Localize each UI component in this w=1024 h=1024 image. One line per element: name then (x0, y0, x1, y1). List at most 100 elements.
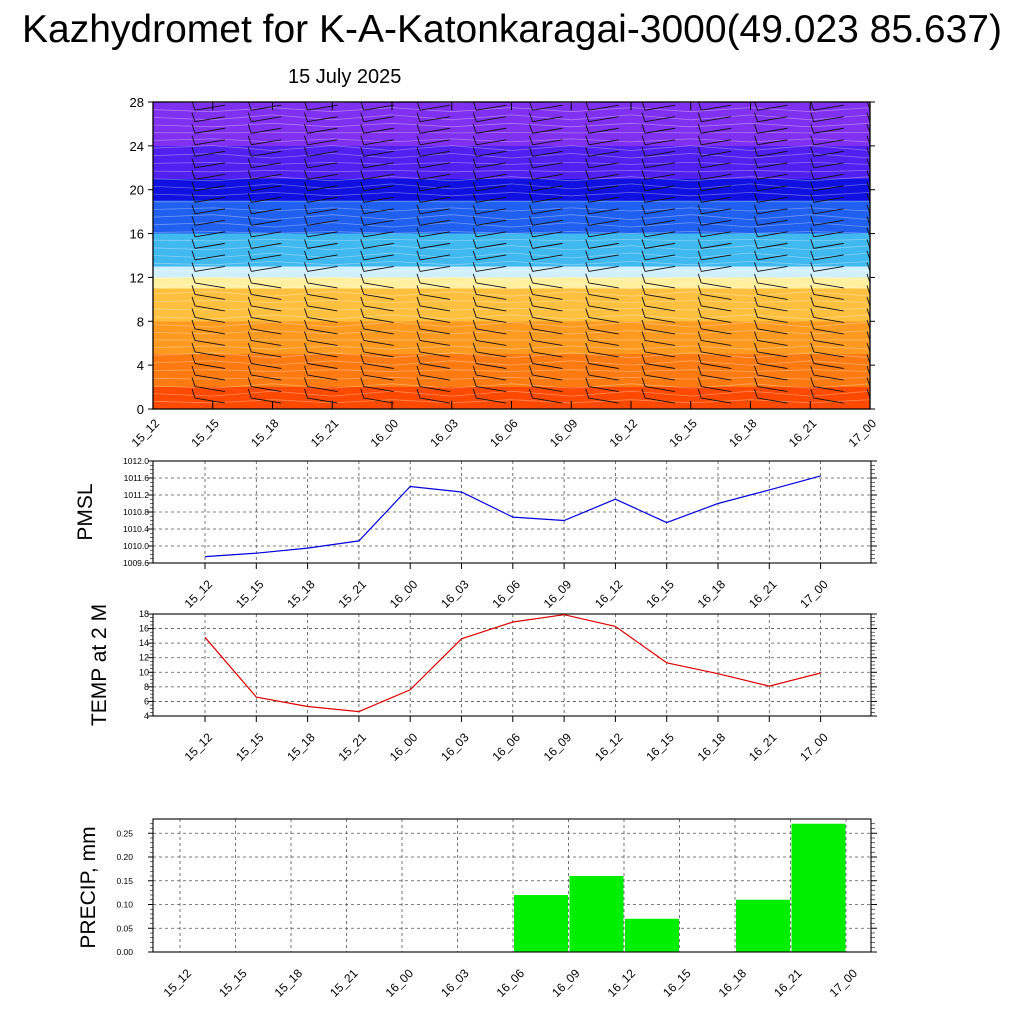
wind-barb (701, 328, 732, 335)
wind-barb (307, 173, 338, 180)
wind-barb (701, 139, 732, 146)
wind-barb-flag (304, 239, 308, 249)
wind-barb (588, 162, 619, 169)
wind-barb (532, 254, 563, 261)
wind-barb-flag (247, 285, 252, 295)
wind-barb (869, 213, 870, 214)
wind-barb (701, 173, 732, 180)
wind-barb-flag (585, 227, 590, 238)
wind-barb-flag (304, 193, 308, 203)
wind-barb (813, 150, 844, 157)
y-tick-label: 12 (130, 270, 144, 285)
wind-barb-flag (641, 193, 646, 203)
wind-barb (813, 293, 844, 300)
isoline (153, 238, 870, 242)
wind-barb-flag (360, 102, 365, 111)
wind-barb (701, 208, 732, 215)
wind-barb-flag (529, 296, 533, 307)
x-tick-label: 16_12 (605, 966, 639, 1000)
wind-barb (813, 363, 844, 369)
wind-barb (644, 173, 676, 180)
wind-barb (588, 328, 619, 335)
wind-barb (813, 219, 844, 226)
wind-barb (363, 173, 394, 180)
wind-barb (419, 282, 451, 289)
wind-barb (532, 317, 563, 323)
wind-barb (532, 351, 563, 358)
wind-barb-flag (472, 354, 477, 364)
pmsl-panel: 1009.6 1010.0 1010.4 1010.8 1011.2 1011.6 1012… (74, 456, 877, 611)
x-tick-label: 16_15 (643, 577, 677, 611)
wind-barb-flag (191, 135, 196, 145)
wind-barb-flag (697, 262, 702, 272)
wind-barb-flag (698, 102, 702, 111)
x-tick-label: 16_18 (716, 966, 750, 1000)
wind-barb-flag (360, 377, 365, 387)
wind-barb-flag (191, 296, 196, 307)
wind-barb-flag (585, 365, 590, 376)
precip-bar (625, 918, 679, 952)
wind-barb-flag (360, 112, 365, 122)
wind-barb-flag (810, 354, 815, 364)
wind-barb-flag (641, 147, 646, 157)
wind-barb (757, 397, 788, 404)
wind-barb (813, 340, 844, 346)
wind-barb (194, 317, 226, 323)
wind-barb-flag (810, 273, 815, 284)
wind-barb (363, 208, 394, 215)
wind-barb (813, 351, 844, 358)
wind-barb-flag (472, 331, 477, 341)
wind-barb (532, 282, 563, 289)
wind-barb-flag (810, 365, 815, 376)
x-tick-label: 16_06 (494, 966, 528, 1000)
wind-barb (194, 282, 226, 289)
wind-barb (644, 219, 676, 226)
wind-barb-flag (754, 354, 758, 364)
wind-barb-flag (304, 273, 308, 284)
wind-barb-flag (472, 135, 477, 145)
wind-barb-flag (360, 262, 365, 272)
wind-barb (194, 340, 226, 346)
wind-barb (869, 386, 870, 387)
wind-barb (307, 208, 338, 215)
wind-barb-flag (416, 365, 421, 376)
wind-barb (588, 173, 619, 180)
wind-barb-flag (641, 354, 646, 364)
wind-barb (476, 351, 507, 358)
wind-barb (307, 374, 338, 381)
wind-barb (588, 386, 619, 392)
wind-barb-flag (191, 308, 196, 318)
y-tick-label: 10 (139, 667, 149, 677)
precip-bar (569, 876, 624, 952)
x-tick-label: 15_21 (336, 730, 370, 764)
wind-barb-flag (697, 388, 702, 399)
wind-barb (644, 317, 676, 323)
wind-barb (476, 231, 507, 238)
wind-barb-flag (304, 112, 308, 122)
wind-barb-flag (529, 354, 533, 364)
wind-barb-flag (697, 285, 702, 295)
wind-barb (701, 254, 732, 261)
wind-barb-flag (304, 285, 308, 295)
wind-barb (869, 201, 870, 203)
wind-barb (757, 231, 788, 238)
wind-barb-flag (472, 170, 477, 180)
wind-barb-flag (585, 331, 590, 341)
wind-barb-flag (304, 262, 308, 272)
wind-barb (251, 317, 282, 323)
isoline (153, 307, 870, 311)
wind-barb (307, 351, 338, 358)
wind-barb (757, 242, 788, 249)
wind-barb (644, 162, 676, 169)
wind-barb (419, 328, 451, 335)
wind-barb-flag (754, 216, 758, 226)
wind-barb-flag (754, 262, 758, 272)
y-tick-label: 12 (139, 653, 149, 663)
wind-barb (813, 196, 844, 203)
wind-barb (869, 178, 870, 180)
wind-barb-flag (641, 181, 646, 191)
y-tick-label: 0.20 (116, 852, 133, 862)
wind-barb (194, 116, 226, 123)
wind-barb (363, 242, 394, 249)
wind-barb-flag (416, 147, 421, 157)
